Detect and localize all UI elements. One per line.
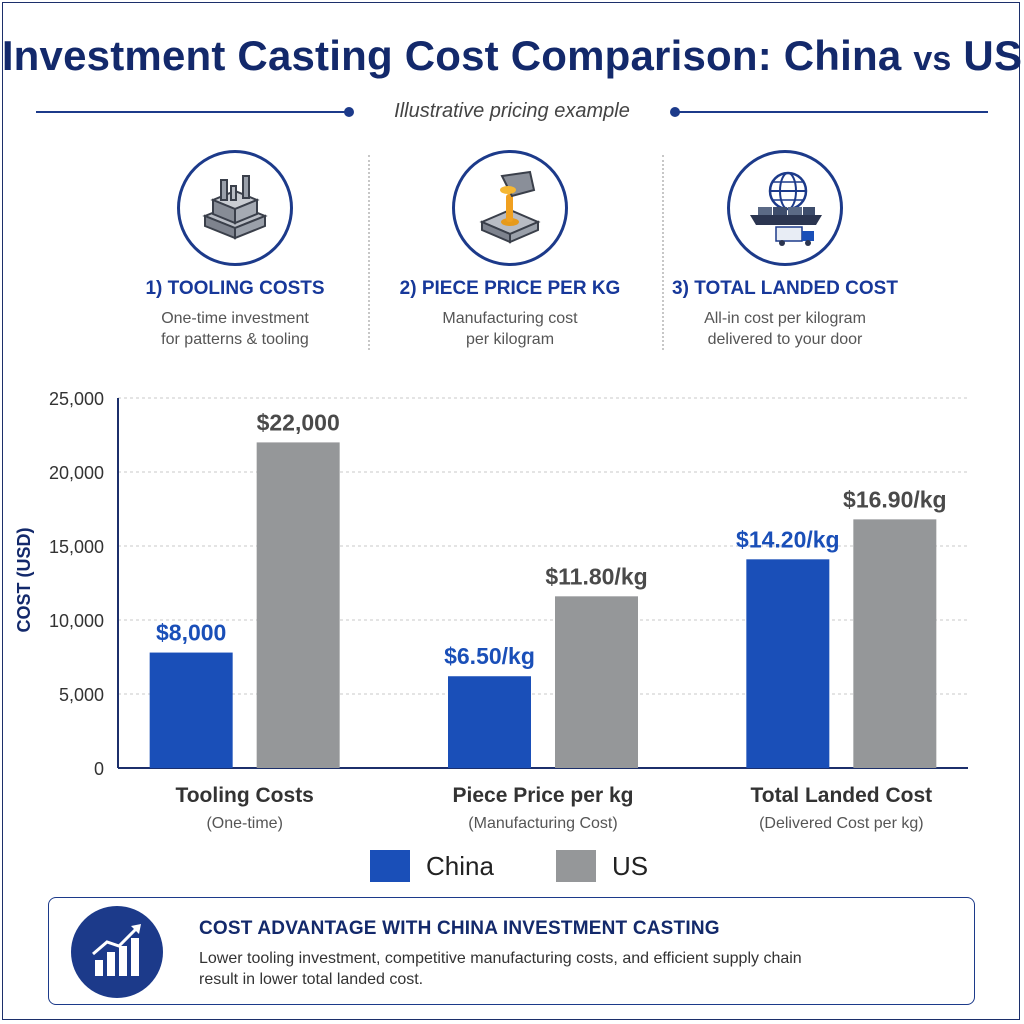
x-tick-sublabel: (One-time)	[206, 815, 282, 832]
bars-layer	[149, 442, 937, 768]
divider-dot-right	[670, 107, 680, 117]
data-label: $6.50/kg	[444, 643, 535, 669]
y-tick-label: 5,000	[59, 685, 104, 705]
y-axis-label: COST (USD)	[14, 528, 34, 633]
feature-tooling: 1) TOOLING COSTS One-time investment for…	[95, 150, 375, 350]
legend-swatch	[370, 850, 410, 882]
data-label: $22,000	[257, 409, 340, 435]
feature-description: All-in cost per kilogram delivered to yo…	[704, 310, 866, 348]
y-tick-label: 15,000	[49, 537, 104, 557]
cost-advantage-callout: COST ADVANTAGE WITH CHINA INVESTMENT CAS…	[48, 897, 975, 1005]
cost-bar-chart: 0 5,000 10,000 15,000 20,000 25,000 $8,000 $22,…	[14, 389, 968, 832]
bar-china-0	[149, 652, 233, 768]
feature-heading: 3) TOTAL LANDED COST	[672, 278, 898, 299]
legend-label: US	[612, 850, 649, 881]
bar-us-0	[256, 442, 340, 768]
data-label: $16.90/kg	[843, 486, 947, 512]
subtitle: Illustrative pricing example	[394, 100, 630, 122]
bar-us-2	[853, 519, 937, 768]
x-tick-sublabel: (Delivered Cost per kg)	[759, 815, 924, 832]
globe-ship-truck-icon	[727, 150, 843, 266]
mold-tooling-icon	[177, 150, 293, 266]
feature-piece-price: 2) PIECE PRICE PER KG Manufacturing cost…	[370, 150, 650, 350]
bar-china-2	[746, 559, 830, 768]
pouring-ladle-icon	[452, 150, 568, 266]
legend-item-us: US	[556, 850, 648, 882]
x-tick-label: Total Landed Cost	[751, 784, 933, 807]
callout-description: Lower tooling investment, competitive ma…	[199, 950, 802, 988]
y-tick-label: 0	[94, 759, 104, 779]
feature-description: One-time investment for patterns & tooli…	[161, 310, 309, 348]
x-tick-sublabel: (Manufacturing Cost)	[468, 815, 617, 832]
divider-dot-left	[344, 107, 354, 117]
legend-swatch	[556, 850, 596, 882]
y-tick-label: 20,000	[49, 463, 104, 483]
legend-label: China	[426, 850, 494, 881]
y-tick-label: 10,000	[49, 611, 104, 631]
callout-heading: COST ADVANTAGE WITH CHINA INVESTMENT CAS…	[199, 918, 720, 939]
legend-item-china: China	[370, 850, 494, 882]
divider-right	[678, 111, 988, 113]
feature-description: Manufacturing cost per kilogram	[442, 310, 578, 348]
growth-chart-icon	[71, 906, 163, 998]
feature-separator	[662, 155, 664, 350]
labels-layer: 0 5,000 10,000 15,000 20,000 25,000 $8,000 $22,…	[49, 389, 947, 832]
feature-heading: 1) TOOLING COSTS	[145, 278, 325, 299]
data-label: $14.20/kg	[736, 526, 840, 552]
data-label: $11.80/kg	[545, 563, 647, 589]
feature-separator	[368, 155, 370, 350]
x-tick-label: Piece Price per kg	[453, 784, 634, 807]
page-title: Investment Casting Cost Comparison: Chin…	[1, 32, 1023, 79]
bar-us-1	[555, 596, 638, 768]
y-tick-label: 25,000	[49, 389, 104, 409]
divider-left	[36, 111, 346, 113]
feature-heading: 2) PIECE PRICE PER KG	[399, 278, 621, 299]
feature-landed-cost: 3) TOTAL LANDED COST All-in cost per kil…	[645, 150, 925, 350]
grid-layer	[117, 397, 968, 769]
x-tick-label: Tooling Costs	[175, 784, 313, 807]
bar-china-1	[448, 676, 531, 768]
data-label: $8,000	[156, 620, 226, 646]
